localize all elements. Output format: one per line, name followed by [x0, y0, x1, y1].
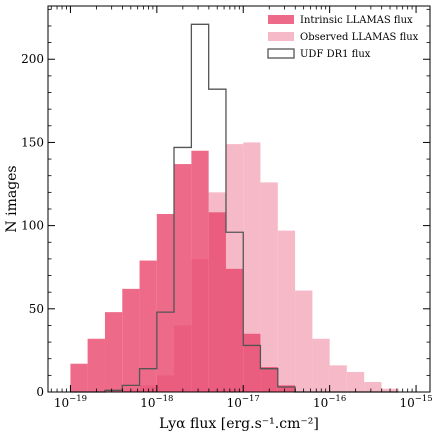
legend-swatch	[268, 15, 294, 24]
bar	[70, 363, 88, 392]
bar	[139, 260, 157, 392]
x-axis: 10−19 10−18 10−17 10−16 10−15	[50, 6, 433, 410]
x-tick-label: 10−17	[227, 394, 260, 410]
legend-item: Observed LLAMAS flux	[268, 32, 419, 43]
legend-label: Observed LLAMAS flux	[300, 32, 419, 43]
bar	[295, 290, 313, 392]
y-tick-label: 100	[21, 219, 44, 233]
bar	[346, 372, 365, 392]
bar	[243, 142, 261, 392]
legend-swatch	[268, 32, 294, 41]
bar	[156, 213, 175, 392]
bar	[260, 182, 278, 392]
bar	[277, 385, 296, 392]
legend-label: Intrinsic LLAMAS flux	[300, 15, 413, 26]
bar	[122, 288, 140, 392]
series-1	[70, 150, 296, 392]
bar	[329, 365, 347, 392]
legend-swatch	[267, 48, 295, 59]
bar	[260, 367, 278, 392]
y-axis-label: N images	[4, 165, 20, 232]
y-axis: 0 50 100 150 200	[21, 8, 430, 399]
y-tick-label: 150	[21, 135, 44, 149]
x-tick-label: 10−15	[399, 394, 432, 410]
bar	[174, 164, 192, 392]
y-tick-label: 200	[21, 52, 44, 66]
x-axis-label: Lyα flux [erg.s⁻¹.cm⁻²]	[159, 416, 319, 432]
bar	[243, 333, 261, 392]
x-tick-label: 10−16	[313, 394, 346, 410]
x-tick-label: 10−19	[54, 394, 87, 410]
x-tick-label: 10−18	[140, 394, 173, 410]
bar	[87, 338, 105, 392]
bar	[104, 312, 123, 392]
legend: Intrinsic LLAMAS flux Observed LLAMAS flu…	[267, 15, 419, 60]
bar	[225, 268, 244, 392]
bar	[191, 150, 209, 392]
legend-item: Intrinsic LLAMAS flux	[268, 15, 413, 26]
legend-item: UDF DR1 flux	[267, 48, 371, 60]
bar	[277, 230, 296, 392]
y-tick-label: 50	[29, 302, 44, 316]
bar	[364, 382, 382, 392]
bar	[208, 212, 226, 392]
plot-area	[70, 23, 399, 393]
y-tick-label: 0	[36, 385, 44, 399]
legend-label: UDF DR1 flux	[300, 49, 371, 60]
bar	[312, 338, 330, 392]
